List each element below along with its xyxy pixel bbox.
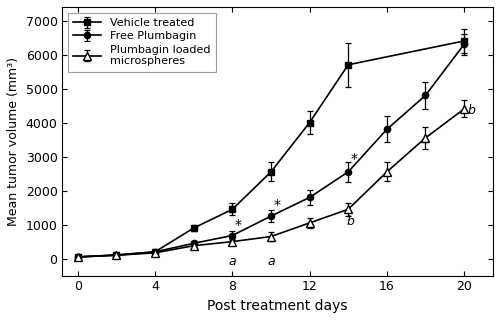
- Legend: Vehicle treated, Free Plumbagin, Plumbagin loaded
microspheres: Vehicle treated, Free Plumbagin, Plumbag…: [68, 12, 216, 72]
- Text: *: *: [234, 218, 242, 232]
- Text: a: a: [228, 255, 236, 268]
- Text: *: *: [350, 152, 358, 166]
- Text: b: b: [346, 215, 354, 228]
- Text: b: b: [468, 105, 475, 117]
- Y-axis label: Mean tumor volume (mm³): Mean tumor volume (mm³): [7, 57, 20, 226]
- Text: *: *: [273, 198, 280, 212]
- Text: a: a: [267, 255, 275, 268]
- X-axis label: Post treatment days: Post treatment days: [208, 299, 348, 313]
